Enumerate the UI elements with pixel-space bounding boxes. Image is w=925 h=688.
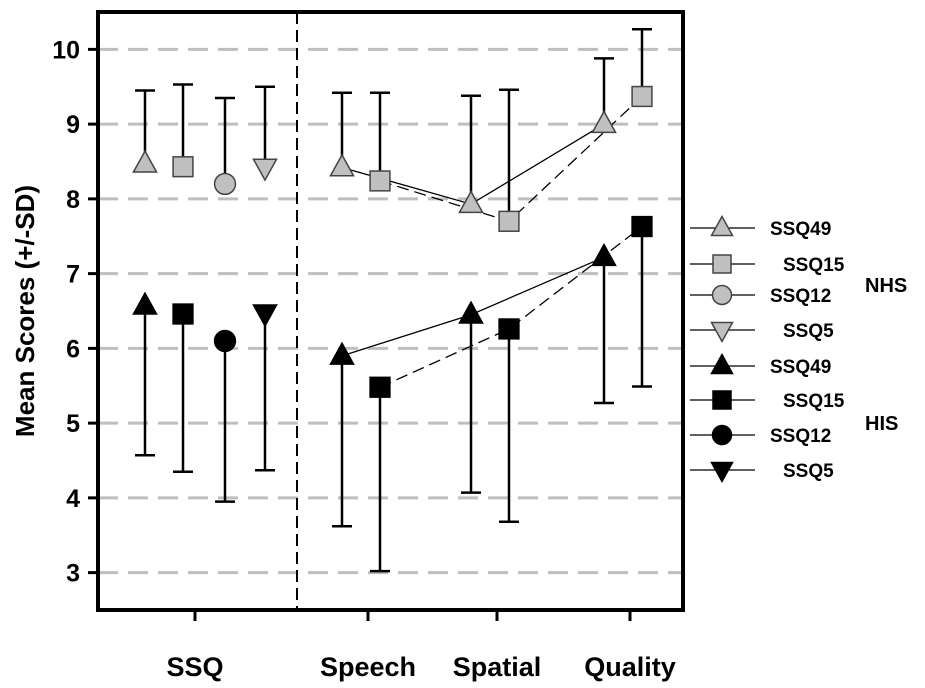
plot-frame xyxy=(96,10,685,612)
legend-marker-his-ssq5 xyxy=(710,461,734,484)
legend-label: SSQ12 xyxy=(770,426,831,447)
data-point-nhs-ssq15 xyxy=(498,210,520,232)
data-point-his-ssq49 xyxy=(132,291,158,315)
legend-group-label: NHS xyxy=(865,275,907,297)
legend-label: SSQ49 xyxy=(770,219,831,240)
x-tick-label: Speech xyxy=(320,652,416,682)
y-tick-label: 3 xyxy=(66,560,80,588)
data-point-his-ssq49 xyxy=(329,341,355,365)
y-tick-label: 5 xyxy=(66,410,80,438)
data-point-nhs-ssq5 xyxy=(252,158,278,182)
y-tick-label: 9 xyxy=(66,111,80,139)
data-point-nhs-ssq15 xyxy=(172,156,194,178)
data-point-nhs-ssq12 xyxy=(213,172,237,196)
legend-label: SSQ12 xyxy=(770,286,831,307)
data-point-nhs-ssq49 xyxy=(132,149,158,173)
data-point-his-ssq15 xyxy=(631,215,653,238)
legend-marker-nhs-ssq15 xyxy=(712,254,732,274)
y-axis: 3 4 5 6 7 8 9 10 xyxy=(52,36,98,588)
y-tick-label: 10 xyxy=(52,36,80,64)
y-tick-label: 7 xyxy=(66,261,80,289)
legend-marker-his-ssq12 xyxy=(711,424,733,446)
data-point-nhs-ssq49 xyxy=(329,153,355,177)
data-point-his-ssq5 xyxy=(252,304,278,328)
legend-marker-his-ssq49 xyxy=(710,352,734,375)
y-tick-label: 8 xyxy=(66,186,80,214)
legend-label: SSQ49 xyxy=(770,357,831,378)
data-point-his-ssq15 xyxy=(369,376,391,398)
legend-marker-nhs-ssq5 xyxy=(710,321,734,344)
y-tick-label: 4 xyxy=(66,485,80,513)
data-point-his-ssq12 xyxy=(213,329,237,353)
legend-marker-nhs-ssq49 xyxy=(710,214,734,237)
data-point-nhs-ssq15 xyxy=(369,170,391,192)
data-point-his-ssq15 xyxy=(172,303,194,325)
legend-group-label: HIS xyxy=(865,413,898,435)
data-points xyxy=(132,85,653,398)
legend-label: SSQ15 xyxy=(783,391,845,412)
x-tick-label: Quality xyxy=(584,652,676,682)
data-point-nhs-ssq15 xyxy=(631,85,653,108)
data-point-nhs-ssq49 xyxy=(458,189,484,214)
x-tick-label: SSQ xyxy=(166,652,223,682)
legend-label: SSQ5 xyxy=(783,461,834,482)
data-point-his-ssq49 xyxy=(591,242,617,267)
legend: SSQ49 SSQ15 SSQ12 SSQ5 SSQ49 SSQ15 SSQ12 SSQ5 NH… xyxy=(690,214,907,484)
series-lines xyxy=(341,95,643,388)
grid-lines xyxy=(98,47,683,575)
y-tick-label: 6 xyxy=(66,335,80,363)
x-axis: SSQ Speech Spatial Quality xyxy=(166,610,676,682)
legend-marker-his-ssq15 xyxy=(712,390,732,410)
legend-label: SSQ15 xyxy=(783,255,845,276)
y-axis-label: Mean Scores (+/-SD) xyxy=(10,185,40,437)
x-tick-label: Spatial xyxy=(453,652,542,682)
data-point-his-ssq49 xyxy=(458,300,484,324)
series-line-nhs-ssq49 xyxy=(341,123,605,205)
legend-label: SSQ5 xyxy=(783,321,834,342)
data-point-his-ssq15 xyxy=(498,318,520,340)
legend-marker-nhs-ssq12 xyxy=(711,284,733,306)
error-bars xyxy=(135,27,652,573)
data-point-nhs-ssq49 xyxy=(591,109,617,134)
